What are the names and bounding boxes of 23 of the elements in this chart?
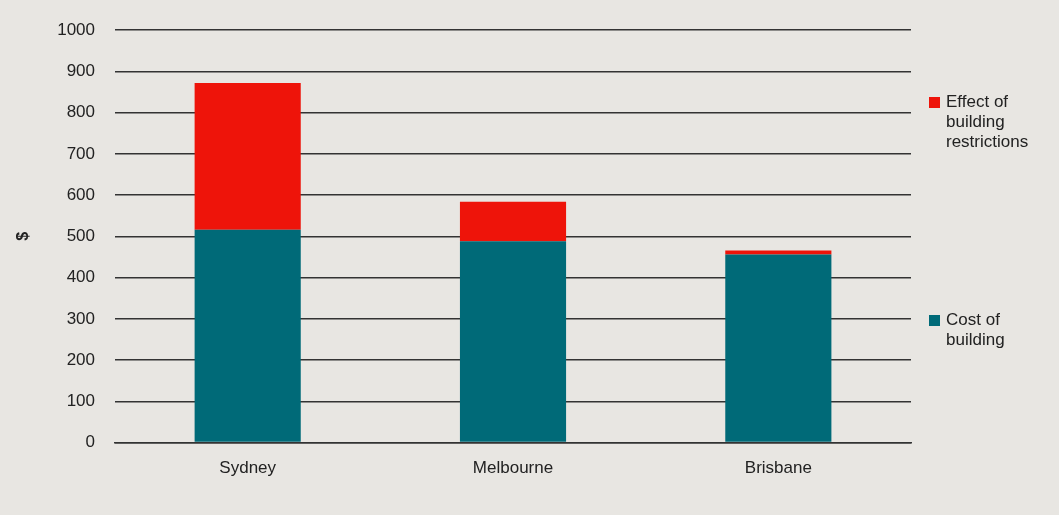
bar [725, 250, 832, 255]
legend-label: Cost of building [946, 310, 1006, 350]
y-tick-label: 800 [66, 102, 96, 122]
y-tick-label: 300 [66, 308, 96, 328]
y-tick-label: 900 [66, 61, 96, 81]
x-tick-label: Sydney [219, 458, 277, 478]
bar [725, 254, 832, 442]
y-tick-label: 500 [66, 226, 96, 246]
bar [459, 201, 567, 242]
y-tick-label: 600 [66, 184, 96, 204]
y-tick-label: 700 [66, 143, 96, 163]
y-tick-label: 1000 [57, 19, 96, 39]
bar [194, 82, 301, 230]
bar [459, 241, 567, 442]
legend-label: Effect of building restrictions [946, 92, 1030, 152]
y-tick-label: 0 [85, 432, 96, 452]
y-axis-title: $ [14, 231, 32, 241]
x-tick-label: Melbourne [472, 458, 554, 478]
y-tick-label: 400 [66, 267, 96, 287]
y-tick-label: 200 [66, 349, 96, 369]
bar [194, 229, 301, 442]
y-tick-label: 100 [66, 391, 96, 411]
x-tick-label: Brisbane [744, 458, 812, 478]
